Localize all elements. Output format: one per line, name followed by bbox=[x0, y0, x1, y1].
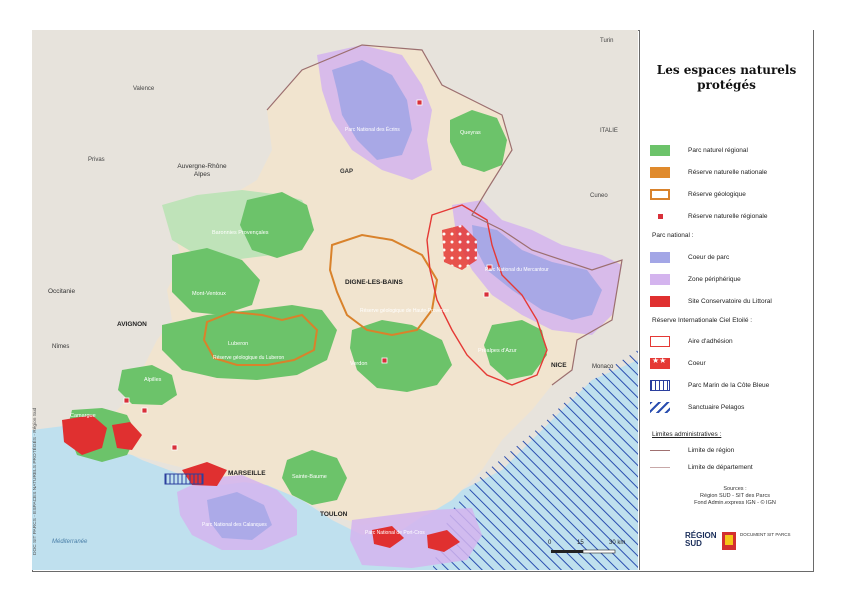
park-label-verdon: Verdon bbox=[350, 361, 368, 367]
parc-marin-cote-bleue bbox=[164, 473, 204, 485]
city-marseille: MARSEILLE bbox=[228, 470, 266, 477]
region-boundary bbox=[266, 44, 623, 386]
logo-doc: DOCUMENT SIT PARCS bbox=[740, 532, 791, 537]
legend-item-aire-adhesion: Aire d'adhésion bbox=[650, 334, 733, 348]
region-label-ara: Auvergne-Rhône Alpes bbox=[177, 163, 227, 178]
park-label-prealpes: Préalpes d'Azur bbox=[478, 348, 517, 354]
park-label-baronnies: Baronnies Provençales bbox=[212, 230, 269, 236]
legend-item-pelagos: Sanctuaire Pelagos bbox=[650, 400, 744, 414]
city-privas: Privas bbox=[88, 157, 105, 163]
legend-item-limite-region: Limite de région bbox=[650, 443, 734, 457]
line-limite-region bbox=[650, 449, 670, 451]
city-cuneo: Cuneo bbox=[590, 193, 608, 199]
map-area[interactable] bbox=[32, 30, 638, 570]
ciel-coeur bbox=[442, 225, 477, 270]
swatch-conservatoire bbox=[650, 295, 670, 307]
mercantour-coeur bbox=[472, 225, 602, 320]
sources-heading: Sources : bbox=[723, 486, 747, 492]
parc-queyras bbox=[450, 110, 507, 172]
swatch-coeur-parc bbox=[650, 251, 670, 263]
country-italie: ITALIE bbox=[600, 128, 618, 134]
parc-prealpes-azur bbox=[484, 320, 547, 380]
swatch-pnr bbox=[650, 144, 670, 156]
scale-15: 15 bbox=[577, 540, 584, 546]
park-label-camargue: Camargue bbox=[70, 413, 96, 419]
park-label-sainte-baume: Sainte-Baume bbox=[292, 474, 327, 480]
label-geol-luberon: Réserve géologique du Luberon bbox=[213, 355, 285, 361]
swatch-rnn bbox=[650, 166, 670, 178]
ciel-aire-adhesion bbox=[426, 204, 548, 386]
legend-item-cote-bleue: Parc Marin de la Côte Bleue bbox=[650, 378, 769, 392]
sanctuaire-pelagos bbox=[432, 350, 638, 570]
ecrins-coeur bbox=[332, 60, 412, 160]
sources-line-2: Fond Admin.express IGN - © IGN bbox=[694, 500, 776, 506]
city-turin: Turin bbox=[600, 38, 614, 44]
parc-alpilles bbox=[118, 365, 177, 405]
sea-label: Méditerranée bbox=[52, 539, 88, 545]
city-gap: GAP bbox=[340, 169, 354, 175]
label-geol-haute-provence: Réserve géologique de Haute-Provence bbox=[360, 308, 449, 314]
swatch-pelagos bbox=[650, 401, 670, 413]
legend-item-conservatoire: Site Conservatoire du Littoral bbox=[650, 294, 772, 308]
label-ecrins: Parc National des Écrins bbox=[345, 127, 400, 133]
city-toulon: TOULON bbox=[320, 511, 348, 518]
city-avignon: AVIGNON bbox=[117, 321, 147, 328]
swatch-zone-peripherique bbox=[650, 273, 670, 285]
reserve-geol-haute-provence bbox=[328, 233, 439, 337]
legend-panel: Les espaces naturels protégés Parc natur… bbox=[639, 30, 813, 570]
legend-item-rnn: Réserve naturelle nationale bbox=[650, 165, 767, 179]
legend-item-pnr: Parc naturel régional bbox=[650, 143, 748, 157]
legend-heading-ciel: Réserve Internationale Ciel Etoilé : bbox=[652, 317, 753, 324]
swatch-cote-bleue bbox=[650, 379, 670, 391]
portcros-zone bbox=[350, 508, 482, 568]
legend-item-coeur-ciel: ★★ Coeur bbox=[650, 355, 706, 369]
parc-baronnies bbox=[240, 192, 314, 258]
label-port-cros: Parc National de Port-Cros bbox=[365, 530, 425, 536]
label-calanques: Parc National des Calanques bbox=[202, 522, 267, 528]
scale-30: 30 km bbox=[609, 540, 626, 546]
legend-item-limite-departement: Limite de département bbox=[650, 460, 753, 474]
parc-sainte-baume bbox=[282, 450, 347, 505]
swatch-rnr bbox=[650, 211, 670, 222]
logo-region-sud: RÉGION SUD bbox=[685, 531, 717, 548]
scale-bar bbox=[551, 549, 616, 554]
reserve-geol-luberon bbox=[202, 310, 319, 366]
label-mercantour: Parc National du Mercantour bbox=[485, 267, 549, 273]
city-nice: NICE bbox=[551, 362, 567, 369]
region-crest-icon bbox=[722, 532, 736, 550]
park-label-queyras: Queyras bbox=[460, 130, 481, 136]
city-digne: DIGNE-LES-BAINS bbox=[345, 279, 403, 286]
legend-item-coeur-parc: Coeur de parc bbox=[650, 250, 729, 264]
region-label-occitanie: Occitanie bbox=[48, 288, 76, 295]
park-label-ventoux: Mont-Ventoux bbox=[192, 291, 226, 297]
swatch-aire-adhesion bbox=[650, 335, 670, 347]
park-label-alpilles: Alpilles bbox=[144, 377, 162, 383]
swatch-rg bbox=[650, 188, 670, 200]
parc-mont-ventoux bbox=[172, 248, 260, 315]
park-label-luberon: Luberon bbox=[228, 341, 249, 347]
legend-item-rg: Réserve géologique bbox=[650, 187, 746, 201]
littoral-sites bbox=[62, 415, 460, 552]
sources-line-1: Région SUD - SIT des Parcs bbox=[700, 493, 770, 499]
reserves-regionales bbox=[123, 99, 493, 451]
legend-item-rnr: Réserve naturelle régionale bbox=[650, 209, 768, 223]
legend-item-zone-peripherique: Zone périphérique bbox=[650, 272, 741, 286]
legend-heading-parc-national: Parc national : bbox=[652, 232, 694, 239]
city-valence: Valence bbox=[133, 86, 155, 92]
city-nimes: Nîmes bbox=[52, 344, 70, 350]
city-monaco: Monaco bbox=[592, 364, 614, 370]
vertical-credit: DOC SIT PARCS - ESPACES NATURELS PROTÉGÉ… bbox=[33, 407, 38, 555]
calanques-coeur bbox=[207, 492, 272, 540]
parc-verdon bbox=[350, 320, 452, 392]
line-limite-departement bbox=[650, 466, 670, 468]
legend-heading-limits: Limites administratives : bbox=[652, 431, 722, 438]
swatch-coeur-ciel: ★★ bbox=[650, 356, 670, 369]
map-title: Les espaces naturels protégés bbox=[656, 63, 797, 92]
scale-0: 0 bbox=[548, 540, 552, 546]
